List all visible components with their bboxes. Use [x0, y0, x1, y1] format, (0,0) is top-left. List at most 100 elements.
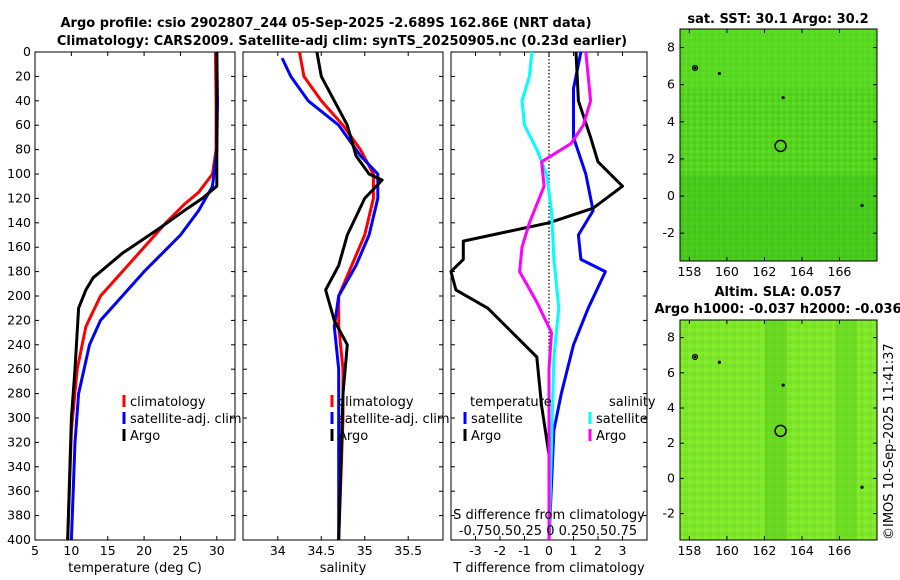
island-dot — [781, 383, 785, 387]
legend-label-argo: Argo — [130, 429, 160, 444]
x-tick-label: 35 — [357, 543, 373, 558]
map-y-tick-label: 6 — [667, 77, 675, 92]
y-tick-label: 80 — [15, 142, 31, 157]
map-y-tick-label: 2 — [667, 435, 675, 450]
difference-legend: temperature salinity satellite Argo sate… — [463, 395, 656, 444]
sst-field — [680, 29, 877, 261]
y-tick-label: 220 — [7, 312, 31, 327]
map-x-tick-label: 160 — [715, 264, 739, 279]
y-tick-label: 0 — [23, 44, 31, 59]
title-line-2: Climatology: CARS2009. Satellite-adj cli… — [57, 34, 627, 49]
x-tick-label: 35.5 — [394, 543, 422, 558]
sla-map-frame — [679, 319, 878, 541]
sst-warm-band — [680, 29, 877, 89]
island-ring — [691, 64, 699, 72]
island-dot — [717, 71, 722, 76]
title-line-1: Argo profile: csio 2902807_244 05-Sep-20… — [60, 16, 591, 31]
x-axis-label: T difference from climatology — [452, 561, 645, 576]
map-y-tick-label: 0 — [667, 188, 675, 203]
legend-label-sal-argo: Argo — [596, 429, 626, 444]
map-x-tick-label: 164 — [790, 543, 814, 558]
y-tick-label: 60 — [15, 117, 31, 132]
legend-label-climatology: climatology — [130, 395, 206, 410]
map-y-tick-label: 8 — [667, 330, 675, 345]
legend-label-temp-argo: Argo — [471, 429, 501, 444]
temperature-legend: climatology satellite-adj. clim Argo — [122, 395, 242, 444]
series-climatology — [298, 51, 375, 541]
map-x-tick-label: 162 — [752, 264, 776, 279]
y-tick-label: 360 — [7, 483, 31, 498]
x-axis-label: temperature (deg C) — [68, 561, 202, 576]
series-salinity-satellite — [520, 51, 561, 541]
y-tick-label: 160 — [7, 239, 31, 254]
map-x-tick-label: 160 — [715, 543, 739, 558]
map-y-tick-label: 4 — [667, 114, 675, 129]
y-tick-label: 120 — [7, 190, 31, 205]
plot-frame — [34, 51, 236, 541]
x-tick-label: 30 — [209, 543, 225, 558]
map-x-tick-label: 164 — [790, 264, 814, 279]
x-tick-label: 1 — [570, 543, 578, 558]
y-tick-label: 300 — [7, 410, 31, 425]
sst-cool-band — [680, 175, 877, 261]
y-tick-label: 100 — [7, 166, 31, 181]
sla-map-title: Altim. SLA: 0.057 — [715, 285, 842, 300]
series-argo — [315, 51, 384, 541]
footer-timestamp: ©IMOS 10-Sep-2025 11:41:37 — [882, 343, 897, 540]
island-ring — [691, 353, 699, 361]
legend-label-climatology: climatology — [338, 395, 414, 410]
difference-panel: -3 -2 -1 0 1 2 3 T difference from climatology — [449, 51, 648, 576]
y-tick-label: 180 — [7, 264, 31, 279]
map-x-tick-label: 166 — [828, 264, 852, 279]
y-tick-label: 280 — [7, 386, 31, 401]
sst-map: sat. SST: 30.1 Argo: 30.2 158 160 162 164 16… — [663, 12, 878, 279]
island-dot — [717, 360, 722, 364]
island-dot — [693, 66, 697, 70]
map-x-tick-label: 158 — [677, 264, 701, 279]
sla-low-band — [765, 320, 787, 540]
salinity-legend: climatology satellite-adj. clim Argo — [330, 395, 450, 444]
legend-header-salinity: salinity — [609, 395, 656, 410]
series-argo — [66, 52, 219, 541]
y-tick-label: 380 — [7, 508, 31, 523]
map-y-tick-label: 6 — [667, 365, 675, 380]
temperature-panel: 5 10 15 20 25 3002040608010012014016018020022… — [7, 44, 236, 576]
x-tick-label: 0 — [545, 543, 553, 558]
y-tick-label: 340 — [7, 459, 31, 474]
x-tick-label: 20 — [136, 543, 152, 558]
sst-map-frame — [679, 28, 878, 262]
s-difference-ticks: -0.750.50.25 0 0.250.50.75 — [459, 524, 637, 539]
y-tick-label: 320 — [7, 434, 31, 449]
map-x-tick-label: 166 — [828, 543, 852, 558]
series-temperature-argo — [449, 51, 624, 540]
y-tick-label: 20 — [15, 68, 31, 83]
legend-label-satellite: satellite-adj. clim — [338, 412, 450, 427]
map-y-tick-label: 8 — [667, 40, 675, 55]
argo-position-marker — [774, 139, 787, 153]
x-axis-label: salinity — [320, 561, 367, 576]
x-tick-label: 5 — [31, 543, 39, 558]
island-dot — [693, 355, 697, 359]
sla-map: Altim. SLA: 0.057 Argo h1000: -0.037 h20… — [654, 285, 900, 558]
x-tick-label: -2 — [494, 543, 506, 558]
island-dot — [860, 203, 864, 207]
argo-position-marker — [774, 424, 787, 438]
y-tick-label: 260 — [7, 361, 31, 376]
y-tick-label: 40 — [15, 93, 31, 108]
series-salinity-argo — [518, 51, 593, 540]
legend-label-sal-satellite: satellite — [596, 412, 648, 427]
island-dot — [781, 96, 785, 100]
map-y-tick-label: 0 — [667, 470, 675, 485]
y-tick-label: 240 — [7, 337, 31, 352]
map-y-tick-label: -2 — [663, 225, 675, 240]
x-tick-label: 34 — [270, 543, 286, 558]
sla-map-subtitle: Argo h1000: -0.037 h2000: -0.036 — [654, 302, 900, 317]
salinity-panel: 34 34.5 35 35.5 salinity — [242, 51, 444, 576]
x-tick-label: 34.5 — [307, 543, 335, 558]
x-tick-label: 2 — [594, 543, 602, 558]
legend-header-temperature: temperature — [470, 395, 552, 410]
x-tick-label: 15 — [100, 543, 116, 558]
y-tick-label: 400 — [7, 532, 31, 547]
x-tick-label: 10 — [63, 543, 79, 558]
s-difference-label: S difference from climatology — [453, 508, 645, 523]
